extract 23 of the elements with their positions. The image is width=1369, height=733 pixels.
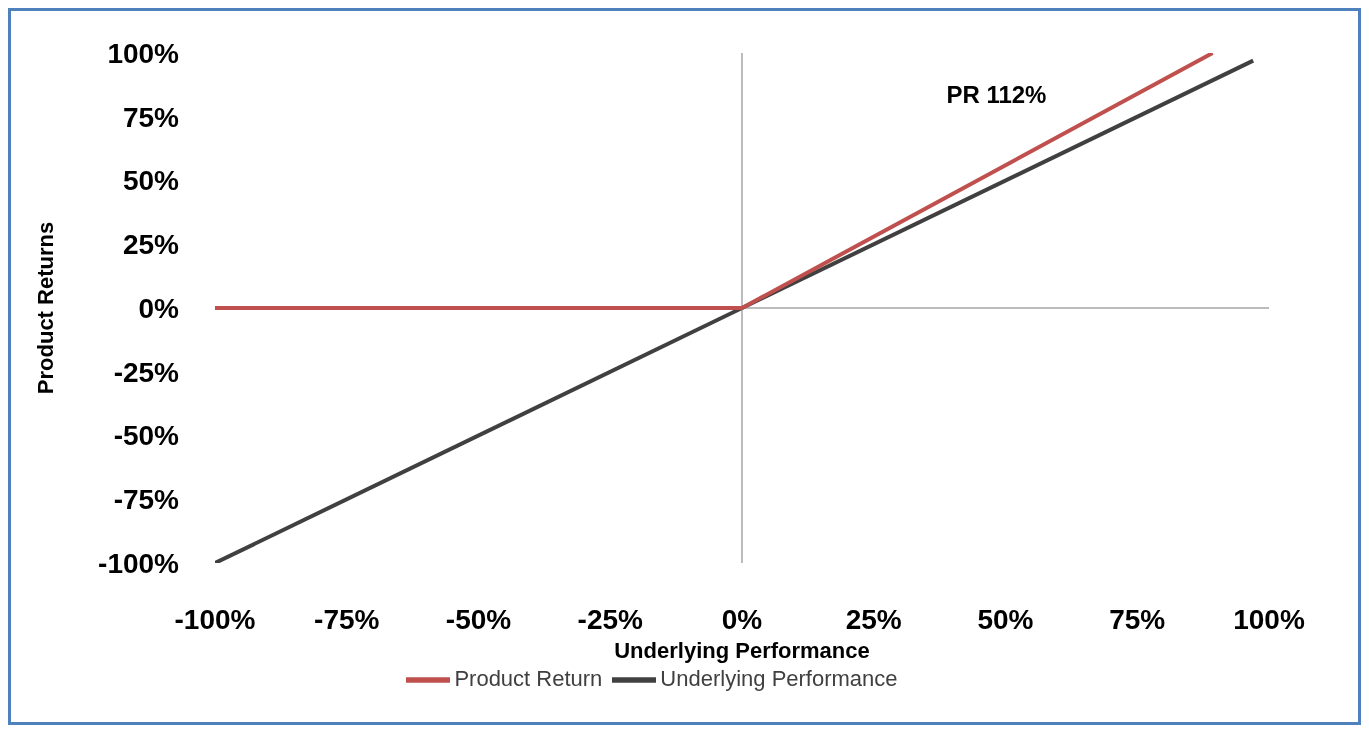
y-tick-label: 75%	[122, 101, 180, 133]
x-tick-label: 0%	[721, 603, 763, 635]
y-tick-label: -50%	[113, 420, 180, 452]
x-tick-label: -25%	[577, 603, 644, 635]
y-tick-label: 0%	[138, 292, 180, 324]
x-tick-label: -75%	[314, 603, 380, 635]
y-tick-label: -100%	[98, 547, 180, 579]
x-tick-label: 50%	[977, 603, 1034, 635]
legend-label: Product Return	[454, 665, 603, 691]
annotation: PR 112%	[946, 81, 1047, 109]
x-axis-title: Underlying Performance	[614, 638, 870, 663]
x-tick-label: 75%	[1109, 603, 1166, 635]
legend-label: Underlying Performance	[660, 665, 898, 691]
y-tick-label: 50%	[122, 165, 180, 197]
x-tick-label: -50%	[445, 603, 512, 635]
y-axis-title: Product Returns	[32, 221, 58, 395]
y-tick-label: -25%	[113, 356, 180, 388]
x-tick-label: 100%	[1233, 603, 1305, 635]
x-tick-label: -100%	[174, 603, 256, 635]
y-tick-label: 100%	[107, 37, 180, 69]
y-tick-label: 25%	[122, 229, 180, 261]
y-tick-label: -75%	[113, 484, 180, 516]
x-tick-label: 25%	[845, 603, 902, 635]
